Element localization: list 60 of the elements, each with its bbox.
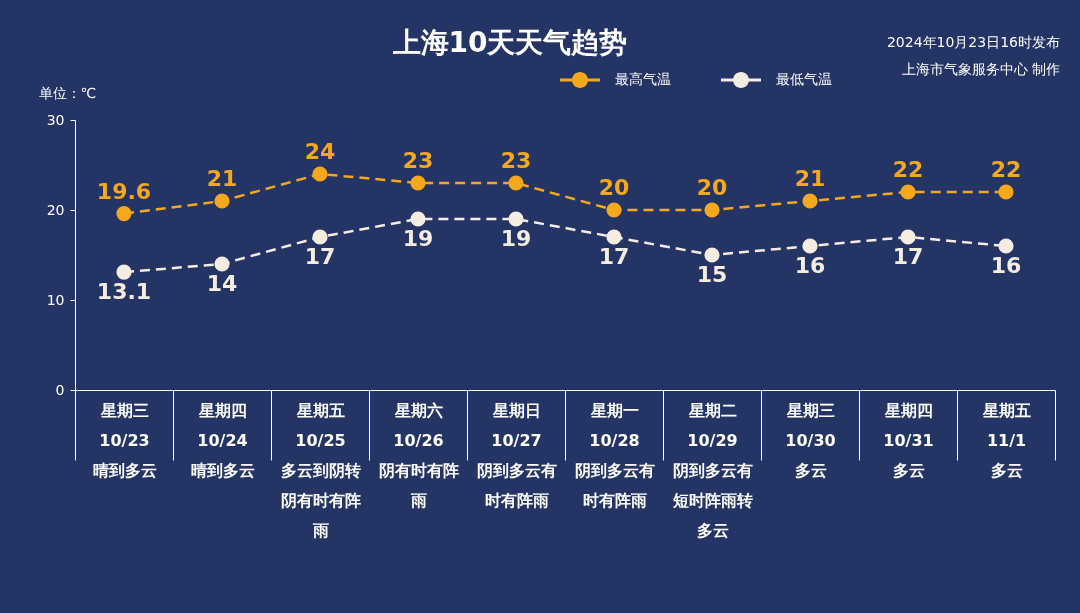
point — [606, 229, 622, 245]
data-label: 16 — [990, 253, 1022, 278]
point — [312, 166, 328, 182]
point — [998, 238, 1014, 254]
x-tick-label: 星期日 10/27 阴到多云有时有阵雨 — [476, 400, 557, 510]
point — [312, 229, 328, 245]
data-label: 24 — [304, 139, 336, 164]
point — [900, 229, 916, 245]
data-label: 15 — [696, 262, 728, 287]
y-tick-label: 20 — [46, 201, 65, 218]
data-label: 17 — [892, 244, 924, 269]
data-label: 21 — [206, 166, 238, 191]
data-label: 23 — [500, 148, 532, 173]
x-tick-label: 星期四 10/24 晴到多云 — [190, 400, 255, 480]
data-label: 17 — [304, 244, 336, 269]
point — [116, 264, 132, 280]
data-label: 20 — [696, 175, 728, 200]
chart-title: 上海10天天气趋势 — [391, 26, 628, 59]
data-label: 16 — [794, 253, 826, 278]
x-tick-label: 星期五 11/1 多云 — [981, 400, 1031, 480]
x-tick-label: 星期一 10/28 阴到多云有时有阵雨 — [574, 400, 655, 510]
text: 2024年10月23日16时发布 — [886, 34, 1060, 50]
legend-label: 最低气温 — [776, 71, 832, 87]
data-label: 20 — [598, 175, 630, 200]
point — [214, 193, 230, 209]
text: 上海市气象服务中心 制作 — [901, 61, 1060, 77]
point — [410, 175, 426, 191]
y-tick-label: 30 — [46, 111, 65, 128]
legend-label: 最高气温 — [615, 71, 671, 87]
point — [508, 175, 524, 191]
x-tick-label: 星期三 10/23 晴到多云 — [92, 400, 157, 480]
data-label: 22 — [990, 157, 1022, 182]
point — [900, 184, 916, 200]
data-label: 13.1 — [96, 279, 152, 305]
data-label: 19.6 — [96, 178, 152, 204]
point — [704, 247, 720, 263]
point — [116, 206, 132, 222]
x-tick-label: 星期二 10/29 阴到多云有短时阵雨转多云 — [671, 400, 753, 540]
point — [802, 193, 818, 209]
y-tick-label: 0 — [55, 381, 65, 398]
x-tick-label: 星期六 10/26 阴有时有阵雨 — [378, 400, 459, 510]
y-tick-label: 10 — [46, 291, 65, 308]
point — [998, 184, 1014, 200]
point — [508, 211, 524, 227]
point — [704, 202, 720, 218]
data-label: 19 — [402, 226, 434, 251]
x-tick-label: 星期四 10/31 多云 — [883, 400, 934, 480]
point — [410, 211, 426, 227]
x-tick-label: 星期三 10/30 多云 — [785, 400, 836, 480]
data-label: 22 — [892, 157, 924, 182]
y-axis-title: 单位：℃ — [38, 84, 97, 101]
point — [802, 238, 818, 254]
x-tick-label: 星期五 10/25 多云到阴转阴有时有阵雨 — [280, 400, 361, 540]
point — [214, 256, 230, 272]
data-label: 17 — [598, 244, 630, 269]
data-label: 19 — [500, 226, 532, 251]
data-label: 23 — [402, 148, 434, 173]
data-label: 21 — [794, 166, 826, 191]
point — [606, 202, 622, 218]
data-label: 14 — [206, 271, 238, 296]
